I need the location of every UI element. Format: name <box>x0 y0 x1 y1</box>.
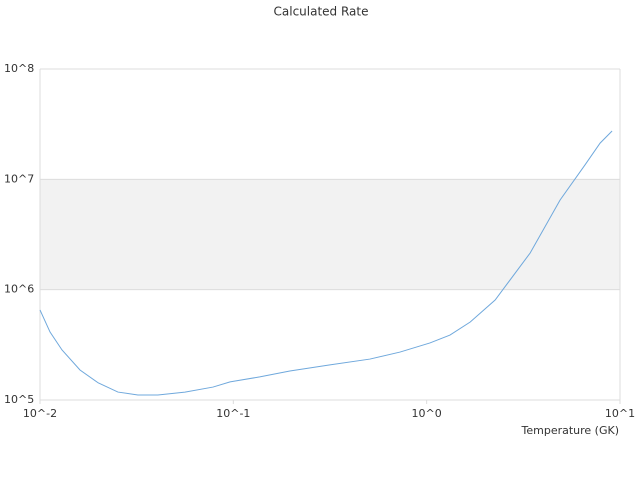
y-tick-label: 10^5 <box>4 393 34 406</box>
grid-band <box>40 179 620 290</box>
y-tick-label: 10^8 <box>4 62 34 75</box>
x-tick-label: 10^-2 <box>23 407 57 420</box>
y-tick-label: 10^6 <box>4 283 34 296</box>
chart-title: Calculated Rate <box>274 5 369 19</box>
x-tick-label: 10^0 <box>412 407 442 420</box>
x-axis-label: Temperature (GK) <box>521 424 620 437</box>
y-tick-label: 10^7 <box>4 172 34 185</box>
x-tick-label: 10^-1 <box>216 407 250 420</box>
x-tick-label: 10^1 <box>605 407 635 420</box>
data-line <box>39 130 613 396</box>
